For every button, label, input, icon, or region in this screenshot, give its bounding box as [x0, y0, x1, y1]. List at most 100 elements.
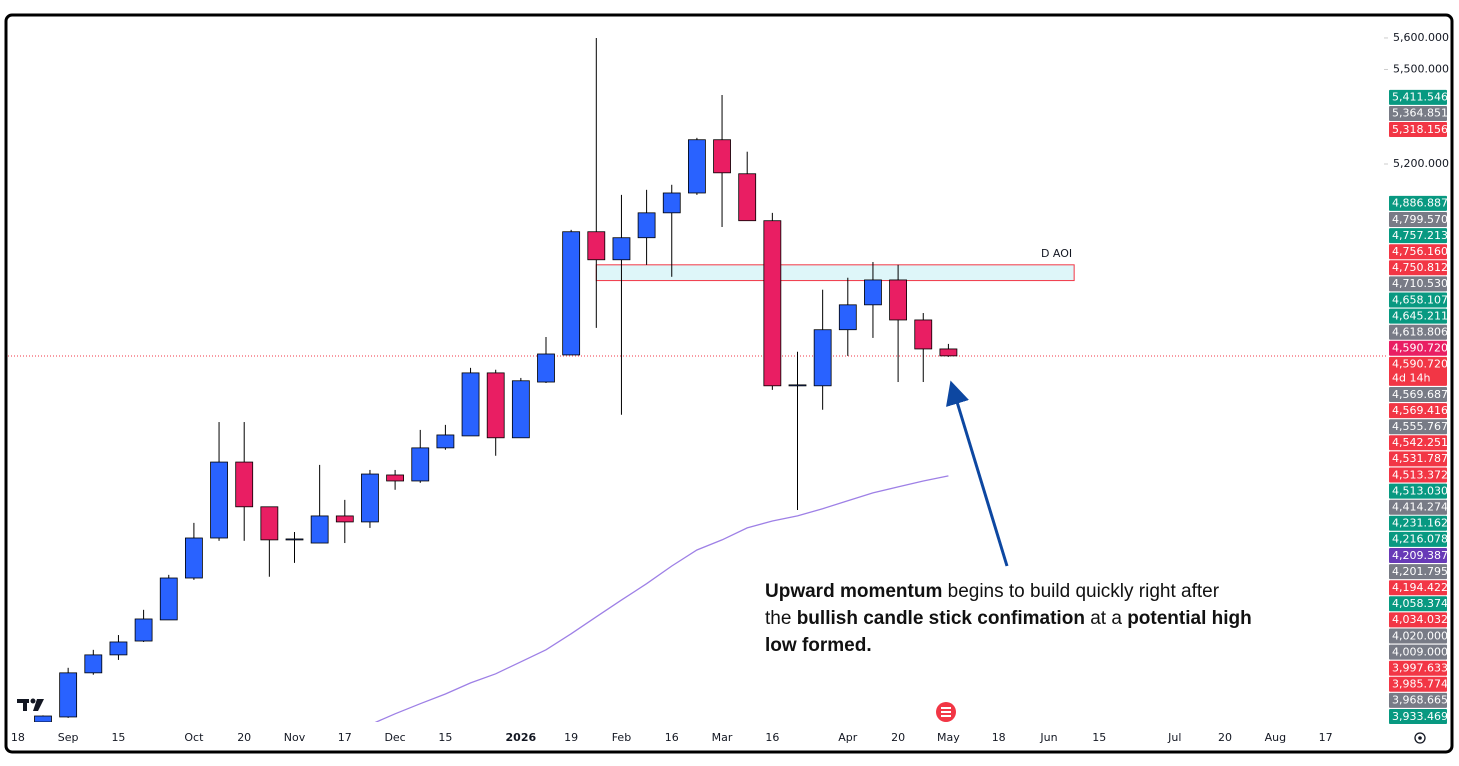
- price-label-box: [1389, 324, 1447, 340]
- x-tick-label: May: [937, 731, 960, 744]
- price-label-box: [1389, 356, 1447, 386]
- candle-body: [713, 139, 731, 174]
- price-label-box: [1389, 580, 1447, 596]
- candle-body: [461, 372, 480, 437]
- price-label-box: [1389, 308, 1447, 324]
- price-label-box: [1389, 419, 1447, 435]
- price-label: 5,364.851: [1392, 107, 1448, 120]
- price-label-box: [1389, 122, 1447, 138]
- x-tick-label: Jul: [1167, 731, 1181, 744]
- settings-icon[interactable]: [1414, 732, 1426, 744]
- price-label: 4,886.887: [1392, 197, 1448, 210]
- annotation-arrow: [946, 380, 1009, 567]
- annotation-text: the: [765, 608, 797, 629]
- candle-body: [939, 348, 958, 357]
- y-tick-label: 5,600.000: [1393, 31, 1449, 44]
- price-label-box: [1389, 195, 1447, 211]
- aoi-zone: [595, 264, 1075, 282]
- price-label: 4,531.787: [1392, 452, 1448, 465]
- price-label: 4,756.160: [1392, 245, 1448, 258]
- candle-body: [285, 538, 304, 541]
- y-tick-label: 5,500.000: [1393, 62, 1449, 75]
- y-tick-label: 5,200.000: [1393, 157, 1449, 170]
- x-tick-label: 18: [992, 731, 1006, 744]
- candle-body: [59, 672, 78, 718]
- candle-body: [688, 139, 706, 194]
- x-tick-label: 19: [564, 731, 578, 744]
- x-tick-label: Apr: [838, 731, 858, 744]
- price-label: 4,231.162: [1392, 517, 1448, 530]
- candle-body: [159, 577, 178, 621]
- price-label-box: [1389, 676, 1447, 692]
- plot-area: [8, 37, 1386, 722]
- moving-average: [374, 475, 949, 722]
- annotation-bold: potential high: [1127, 608, 1252, 629]
- price-label-box: [1389, 628, 1447, 644]
- price-label: 3,985.774: [1392, 678, 1448, 691]
- price-label: 4,710.530: [1392, 277, 1448, 290]
- candle-body: [612, 237, 631, 261]
- price-label: 4,513.030: [1392, 484, 1448, 497]
- x-tick-label: 17: [1319, 731, 1333, 744]
- annotation-bold: Upward momentum: [765, 581, 943, 602]
- annotation-line: Upward momentum begins to build quickly …: [765, 578, 1365, 605]
- x-tick-label: 18: [11, 731, 25, 744]
- candle-body: [813, 329, 832, 387]
- candle-body: [511, 380, 530, 439]
- price-label-box: [1389, 340, 1447, 356]
- x-tick-label: 15: [111, 731, 125, 744]
- x-tick-label: 15: [1092, 731, 1106, 744]
- candle-body: [84, 654, 103, 674]
- price-label-box: [1389, 451, 1447, 467]
- price-label: 4,209.387: [1392, 549, 1448, 562]
- axes: 5,600.000 5,500.000 5,200.000 18 Sep 15 Oct 20 N…: [11, 31, 1449, 744]
- price-label: 4,414.274: [1392, 501, 1448, 514]
- price-label: 3,997.633: [1392, 662, 1448, 675]
- price-label: 4,590.720: [1392, 358, 1448, 371]
- price-label: 4,757.213: [1392, 229, 1448, 242]
- candle-body: [587, 231, 606, 261]
- price-label-box: [1389, 260, 1447, 276]
- price-label-box: [1389, 467, 1447, 483]
- price-label: 3,968.665: [1392, 694, 1448, 707]
- annotation-text: at a: [1084, 608, 1128, 629]
- price-label-box: [1389, 564, 1447, 580]
- aoi-label: D AOI: [1041, 247, 1072, 260]
- annotation-bold: low formed.: [765, 635, 872, 656]
- event-icon: [936, 702, 956, 722]
- candle-body: [486, 372, 505, 439]
- candle-body: [436, 434, 455, 449]
- x-tick-label: Feb: [612, 731, 631, 744]
- x-tick-label: 2026: [506, 731, 537, 744]
- price-label: 4,750.812: [1392, 261, 1448, 274]
- price-label-box: [1389, 244, 1447, 260]
- x-tick-label: 20: [237, 731, 251, 744]
- candle-body: [34, 715, 52, 722]
- price-label-box: [1389, 276, 1447, 292]
- x-tick-label: 15: [438, 731, 452, 744]
- price-label-box: [1389, 499, 1447, 515]
- candle-body: [361, 473, 379, 523]
- candle-body: [537, 353, 555, 383]
- candle-body: [637, 212, 656, 239]
- x-tick-label: 16: [765, 731, 779, 744]
- price-label-box: [1389, 483, 1447, 499]
- price-label-box: [1389, 515, 1447, 531]
- candle-body: [788, 384, 807, 387]
- price-countdown: 4d 14h: [1392, 371, 1430, 384]
- price-label: 4,020.000: [1392, 629, 1448, 642]
- candle-body: [838, 304, 857, 331]
- frame: [4, 13, 1454, 754]
- price-label: 4,201.795: [1392, 565, 1448, 578]
- price-label-box: [1389, 89, 1447, 105]
- price-label: 4,542.251: [1392, 436, 1448, 449]
- x-tick-label: 20: [1218, 731, 1232, 744]
- candle-body: [210, 461, 228, 539]
- price-label-box: [1389, 387, 1447, 402]
- price-label: 4,216.078: [1392, 533, 1448, 546]
- candle-body: [662, 192, 681, 214]
- price-label: 4,009.000: [1392, 645, 1448, 658]
- x-tick-label: Dec: [384, 731, 405, 744]
